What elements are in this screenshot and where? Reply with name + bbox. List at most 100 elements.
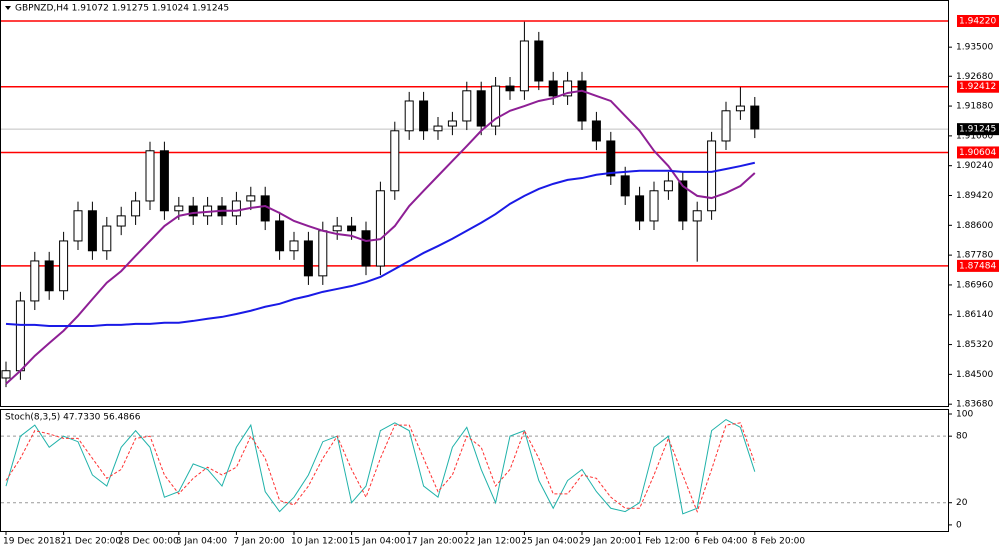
level-label: 1.90604 [959,148,996,158]
line-series [5,89,756,385]
y-tick-label: 0 [956,520,962,530]
candle-body [505,85,515,92]
y-tick-label: 1.86140 [956,310,993,320]
candle-body [491,85,501,127]
candle-body [30,260,40,302]
line-series [5,161,756,328]
candle-body [476,90,486,127]
candle-body [548,80,558,97]
candle-body [361,230,371,267]
y-tick-label: 1.91060 [956,131,993,141]
candle-body [404,100,414,132]
level-label-box [957,146,999,159]
candle-body [87,210,97,252]
candle-body [678,180,688,222]
level-label: 1.92412 [959,82,996,92]
candle-body [15,300,25,372]
candle-body [116,215,126,227]
y-tick-label: 80 [956,432,968,442]
candle-body [519,40,529,92]
stoch-title: Stoch(8,3,5) 47.7330 56.4866 [5,413,141,423]
x-tick-label: 25 Jan 04:00 [521,537,578,547]
candle-body [231,200,241,217]
candle-body [663,180,673,192]
y-tick-label: 100 [956,409,973,419]
candle-body [246,195,256,202]
x-tick-label: 8 Feb 20:00 [752,537,806,547]
y-tick-label: 1.91880 [956,102,993,112]
menu-arrow [5,6,11,10]
level-label: 1.87484 [959,261,996,271]
x-tick-label: 22 Jan 12:00 [464,537,521,547]
candle-body [390,130,400,192]
candle-body [44,260,54,292]
candle-body [721,110,731,142]
candle-body [707,140,717,212]
candle-body [289,240,299,252]
x-tick-label: 29 Jan 20:00 [579,537,636,547]
candle-body [1,370,11,379]
y-tick-label: 1.86960 [956,280,993,290]
level-label-box [957,14,999,27]
candle-body [433,125,443,132]
y-tick-label: 1.93500 [956,43,993,53]
candle-body [59,240,69,292]
main-panel [0,0,949,407]
y-tick-label: 20 [956,498,968,508]
candle-body [188,205,198,217]
y-tick-label: 1.84500 [956,370,993,380]
x-tick-label: 7 Jan 20:00 [233,537,285,547]
candle-body [159,150,169,212]
y-tick-label: 1.89420 [956,191,993,201]
candle-body [419,100,429,132]
x-tick-label: 28 Dec 00:00 [118,537,179,547]
candle-body [534,40,544,82]
y-tick-label: 1.83680 [956,400,993,410]
x-tick-label: 21 Dec 20:00 [61,537,122,547]
candle-body [303,240,313,277]
level-label-box [957,80,999,93]
candle-body [692,210,702,222]
x-tick-label: 17 Jan 20:00 [406,537,463,547]
y-tick-label: 1.85320 [956,340,993,350]
candle-body [318,230,328,277]
x-tick-label: 6 Feb 04:00 [694,537,748,547]
level-label-box [957,259,999,272]
x-tick-label: 19 Dec 2018 [3,537,61,547]
candle-body [447,120,457,127]
candle-body [563,80,573,97]
y-tick-label: 1.90240 [956,161,993,171]
line-series [5,422,756,514]
candle-body [635,195,645,222]
candle-body [275,220,285,252]
candle-body [649,190,659,222]
current-price-label: 1.91245 [959,125,996,135]
candle-body [174,205,184,212]
candle-body [73,210,83,242]
candle-body [591,120,601,142]
y-tick-label: 1.88600 [956,221,993,231]
candle-body [102,225,112,252]
level-label: 1.94220 [959,16,996,26]
y-tick-label: 1.87780 [956,251,993,261]
candle-body [735,105,745,112]
stoch-panel [0,409,949,532]
y-tick-label: 1.92680 [956,72,993,82]
candle-body [375,190,385,267]
candle-body [131,200,141,217]
candle-body [347,225,357,232]
chart-title: GBPNZD,H4 1.91072 1.91275 1.91024 1.9124… [15,4,229,14]
candle-body [620,175,630,197]
candle-body [750,105,760,130]
current-price-box [957,123,999,136]
candle-body [577,80,587,122]
candle-body [462,90,472,122]
x-tick-label: 1 Feb 12:00 [637,537,691,547]
x-tick-label: 15 Jan 04:00 [349,537,406,547]
candle-body [145,150,155,202]
line-series [5,418,756,515]
candle-body [606,140,616,177]
candle-body [332,225,342,232]
